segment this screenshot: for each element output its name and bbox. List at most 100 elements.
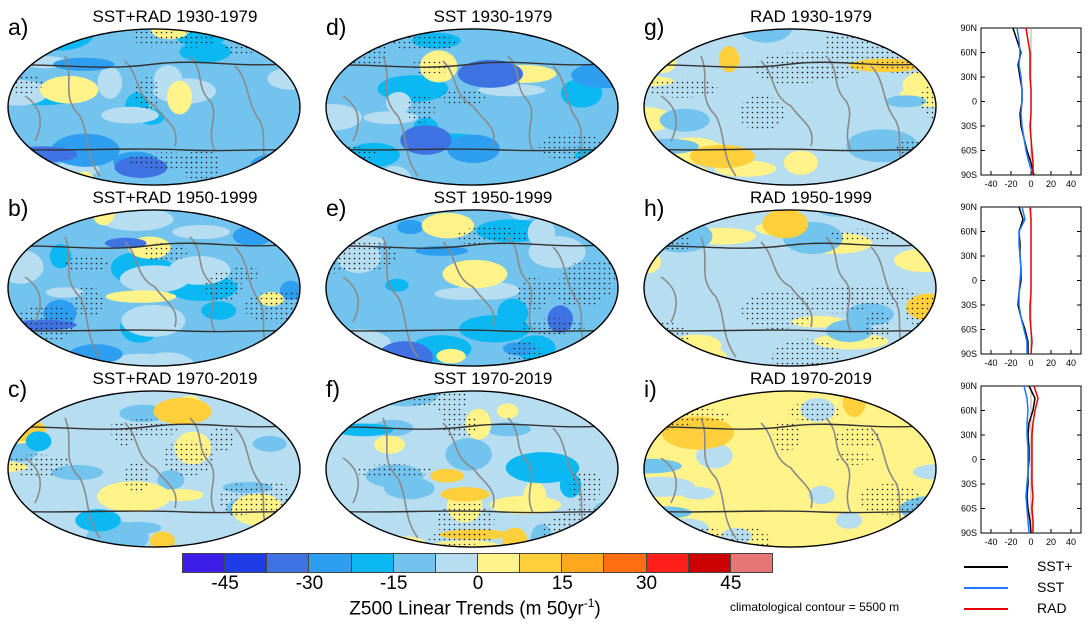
stipple-region — [569, 469, 602, 503]
stipple-region — [901, 28, 936, 62]
panel-label: e) — [326, 195, 347, 221]
y-tick-label: 60N — [960, 227, 977, 237]
stipple-region — [829, 228, 897, 242]
trend-map — [643, 209, 937, 367]
trend-patch — [442, 259, 508, 289]
map-border — [643, 209, 937, 367]
colorbar-tick-label: 0 — [472, 573, 484, 594]
trend-patch — [445, 438, 492, 471]
x-tick-label: -40 — [984, 537, 997, 547]
x-tick-label: 40 — [1066, 179, 1076, 189]
stipple-region — [440, 413, 479, 438]
y-tick-label: 60S — [961, 146, 977, 156]
coastline — [342, 276, 359, 323]
y-tick-label: 0 — [972, 455, 977, 465]
trend-patch — [643, 413, 655, 425]
coastline — [64, 417, 101, 539]
x-tick-label: -40 — [984, 358, 997, 368]
trend-patch — [105, 290, 177, 303]
trend-patch — [15, 343, 41, 356]
climatological-contour-north — [643, 61, 936, 68]
stipple-region — [643, 322, 689, 353]
stipple-region — [124, 460, 150, 495]
map-border — [7, 390, 301, 548]
climatological-contour-south — [7, 510, 300, 514]
trend-patch — [397, 219, 424, 235]
stipple-region — [771, 338, 841, 367]
x-tick-label: 0 — [1028, 358, 1033, 368]
panel-label: b) — [8, 195, 29, 221]
climatological-contour-north — [325, 61, 618, 68]
x-tick-label: 0 — [1028, 537, 1033, 547]
stipple-region — [836, 427, 881, 448]
y-tick-label: 30S — [961, 300, 977, 310]
stipple-region — [738, 95, 785, 131]
y-tick-label: 90S — [961, 170, 977, 180]
y-tick-label: 60S — [961, 504, 977, 514]
legend-line — [964, 608, 1008, 610]
stipple-region — [858, 483, 921, 515]
y-tick-label: 30N — [960, 72, 977, 82]
trend-patch — [49, 244, 72, 269]
stipple-region — [208, 426, 234, 453]
coastline — [24, 457, 41, 504]
panel-title: RAD 1970-2019 — [750, 369, 872, 388]
stipple-region — [391, 34, 457, 52]
y-tick-label: 90N — [960, 381, 977, 391]
climatological-contour-south — [7, 148, 300, 152]
coastline — [442, 60, 495, 147]
panel-label: g) — [644, 14, 665, 40]
trend-patch — [718, 46, 740, 73]
map-border — [643, 390, 937, 548]
y-tick-label: 60N — [960, 48, 977, 58]
trend-patch — [52, 57, 115, 71]
y-tick-label: 30S — [961, 121, 977, 131]
trend-patch — [689, 144, 756, 169]
climatological-contour-south — [643, 329, 936, 333]
coastline — [870, 427, 904, 529]
map-panel: d) SST 1930-1979 — [318, 0, 628, 195]
y-tick-label: 30N — [960, 430, 977, 440]
trend-map — [325, 390, 619, 548]
y-tick-label: 0 — [972, 276, 977, 286]
y-tick-label: 60N — [960, 406, 977, 416]
trend-patch — [149, 531, 175, 548]
trend-patch — [436, 348, 466, 364]
trend-patch — [595, 163, 618, 178]
trend-patch — [648, 219, 679, 231]
trend-patch — [172, 224, 231, 239]
map-panel: g) RAD 1930-1979 — [636, 0, 946, 195]
climatological-contour-south — [643, 148, 936, 152]
trend-patch — [116, 521, 162, 534]
trend-patch — [593, 501, 618, 520]
trend-patch — [430, 468, 465, 483]
panel-title: SST+RAD 1930-1979 — [92, 7, 258, 26]
trend-patch — [374, 435, 406, 454]
trend-patch — [535, 390, 583, 401]
map-border — [325, 209, 619, 367]
trend-patch — [325, 329, 392, 359]
trend-patch — [75, 509, 121, 532]
trend-patch — [919, 511, 936, 542]
stipple-region — [229, 264, 259, 283]
coastline — [700, 236, 737, 358]
climatological-contour-north — [643, 242, 936, 249]
stipple-region — [269, 294, 300, 317]
colorbar-swatch — [224, 553, 268, 573]
map-border — [7, 209, 301, 367]
coastline — [234, 427, 268, 529]
colorbar-swatch — [729, 553, 773, 573]
coastline — [507, 417, 534, 514]
stipple-region — [406, 390, 447, 410]
coastline — [382, 417, 419, 539]
trend-patch — [440, 487, 490, 502]
profile-plot: 90N 60N 30N 0 30S 60S 90S -40 -20 0 20 40 — [945, 20, 1085, 196]
profile-line-sst — [1023, 385, 1030, 534]
coastline — [124, 60, 177, 147]
stipple-region — [659, 408, 731, 423]
trend-patch — [599, 411, 618, 422]
trend-patch — [97, 66, 123, 99]
legend-entry: RAD — [962, 598, 1090, 619]
map-panel: b) SST+RAD 1950-1999 — [0, 181, 310, 376]
coastline — [124, 241, 177, 328]
